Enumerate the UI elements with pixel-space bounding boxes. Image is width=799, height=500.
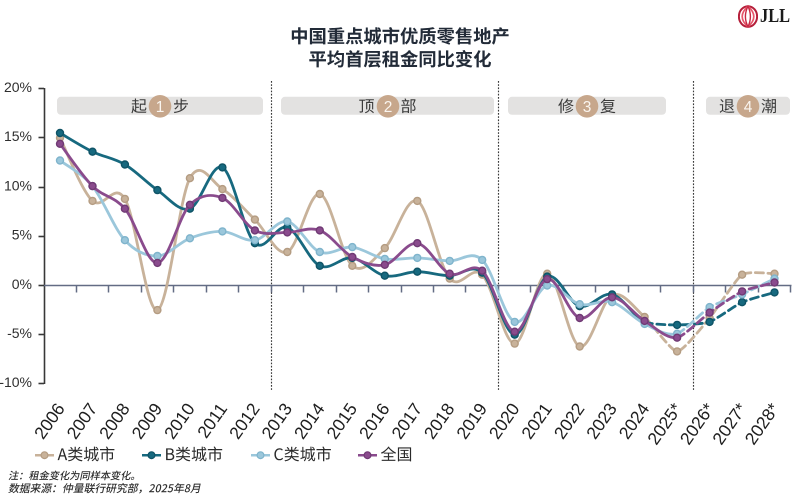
svg-text:2011: 2011 xyxy=(193,399,231,441)
svg-text:2009: 2009 xyxy=(127,399,166,442)
svg-text:10%: 10% xyxy=(4,177,32,193)
svg-text:2023: 2023 xyxy=(582,399,621,442)
svg-text:2020: 2020 xyxy=(485,399,524,443)
svg-text:-5%: -5% xyxy=(7,325,32,341)
svg-text:2022: 2022 xyxy=(550,399,589,442)
svg-text:1: 1 xyxy=(156,99,165,116)
svg-text:3: 3 xyxy=(583,99,592,116)
svg-text:2021: 2021 xyxy=(517,399,556,442)
svg-text:2006: 2006 xyxy=(30,399,69,442)
svg-text:2: 2 xyxy=(384,99,393,116)
svg-text:2028*: 2028* xyxy=(741,399,784,448)
svg-text:2025*: 2025* xyxy=(643,399,686,448)
svg-text:4: 4 xyxy=(744,99,753,116)
svg-text:15%: 15% xyxy=(4,128,32,144)
svg-text:2007: 2007 xyxy=(63,399,102,442)
svg-text:0%: 0% xyxy=(12,276,32,292)
svg-text:2014: 2014 xyxy=(290,399,329,443)
svg-text:2010: 2010 xyxy=(160,399,199,443)
svg-text:2017: 2017 xyxy=(387,399,426,442)
svg-text:2019: 2019 xyxy=(452,399,491,442)
svg-text:2012: 2012 xyxy=(225,399,264,442)
svg-text:2013: 2013 xyxy=(257,399,296,442)
svg-text:2027*: 2027* xyxy=(708,399,751,448)
svg-text:5%: 5% xyxy=(12,227,32,243)
svg-text:2026*: 2026* xyxy=(676,399,719,448)
svg-text:20%: 20% xyxy=(4,79,32,95)
svg-text:2008: 2008 xyxy=(95,399,134,442)
svg-text:-10%: -10% xyxy=(0,374,32,390)
svg-text:2015: 2015 xyxy=(322,399,361,442)
svg-text:2016: 2016 xyxy=(355,399,394,442)
svg-text:2018: 2018 xyxy=(420,399,459,442)
